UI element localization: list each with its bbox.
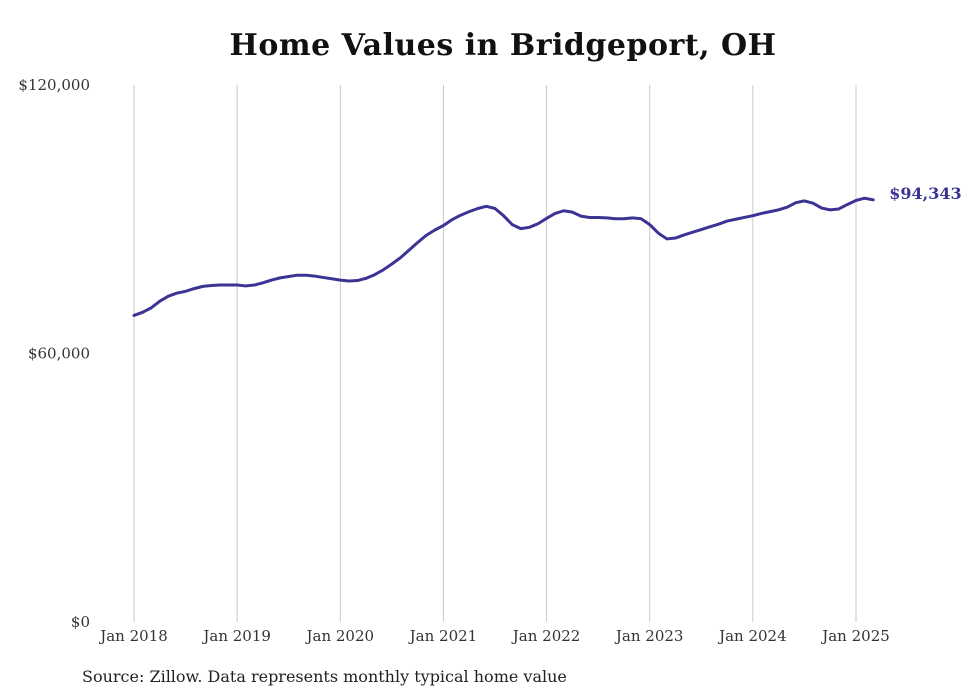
gridlines: [133, 85, 857, 622]
series-line: [132, 196, 875, 317]
annotation-layer: $94,343: [889, 184, 961, 203]
chart-title: Home Values in Bridgeport, OH: [229, 28, 777, 63]
y-tick-label: $120,000: [18, 76, 90, 94]
x-tick-label: Jan 2024: [717, 627, 787, 645]
y-tick-label: $0: [71, 613, 90, 631]
x-tick-label: Jan 2018: [98, 627, 168, 645]
y-tick-label: $60,000: [28, 345, 90, 363]
x-tick-label: Jan 2023: [614, 627, 684, 645]
x-tick-label: Jan 2020: [305, 627, 375, 645]
x-axis-tick-labels: Jan 2018 Jan 2019 Jan 2020 Jan 2021 Jan 2022…: [98, 627, 890, 645]
y-axis-tick-labels: $0 $60,000 $120,000: [18, 76, 90, 631]
source-note: Source: Zillow. Data represents monthly …: [82, 667, 567, 686]
x-tick-label: Jan 2022: [511, 627, 581, 645]
end-value-label: $94,343: [889, 184, 961, 203]
series-layer: [132, 196, 875, 317]
x-tick-label: Jan 2019: [201, 627, 271, 645]
x-tick-label: Jan 2025: [820, 627, 890, 645]
x-tick-label: Jan 2021: [408, 627, 478, 645]
